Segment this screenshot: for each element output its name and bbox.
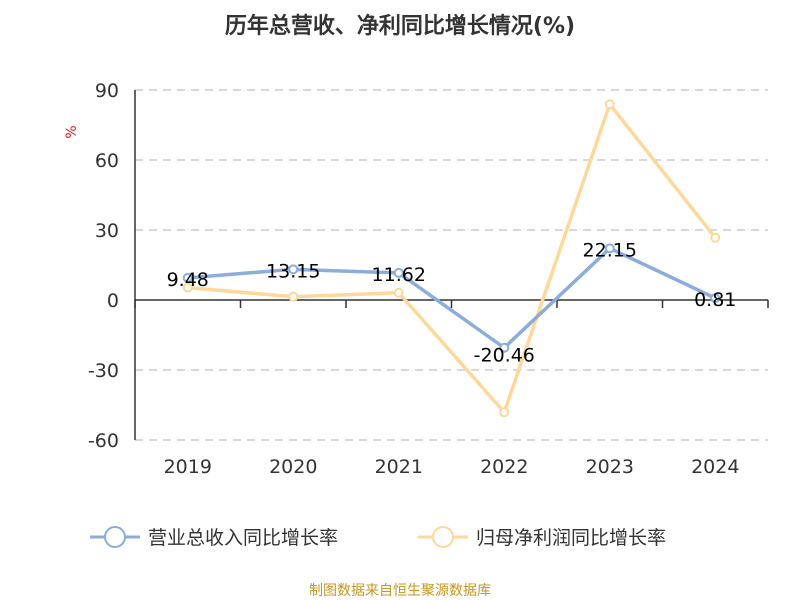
y-tick-label: 30 — [95, 220, 119, 242]
data-point — [393, 287, 404, 298]
legend-label: 归母净利润同比增长率 — [476, 527, 666, 549]
data-point — [604, 99, 615, 110]
y-tick-label: -30 — [88, 360, 119, 382]
data-label: 0.81 — [694, 289, 736, 311]
x-tick-label: 2022 — [480, 456, 528, 478]
legend-label: 营业总收入同比增长率 — [148, 527, 338, 549]
data-label: -20.46 — [474, 345, 535, 367]
data-point — [288, 291, 299, 302]
y-tick-label: -60 — [88, 430, 119, 452]
x-tick-label: 2023 — [586, 456, 634, 478]
data-label: 9.48 — [167, 269, 209, 291]
y-axis-label: % — [64, 125, 80, 138]
data-point — [499, 407, 510, 418]
data-source: 制图数据来自恒生聚源数据库 — [309, 583, 491, 599]
series-line-1 — [187, 246, 716, 350]
legend-marker — [432, 526, 454, 548]
data-label: 13.15 — [266, 260, 320, 282]
series-line-2 — [187, 102, 717, 414]
data-point — [710, 293, 721, 304]
data-point — [182, 272, 193, 283]
chart-title: 历年总营收、净利同比增长情况(%) — [225, 13, 575, 39]
data-label: 11.62 — [372, 264, 426, 286]
x-tick-label: 2021 — [375, 456, 423, 478]
y-tick-label: 60 — [95, 150, 119, 172]
y-tick-label: 0 — [107, 290, 119, 312]
legend-marker — [104, 526, 126, 548]
data-point — [393, 267, 404, 278]
x-tick-label: 2020 — [269, 456, 317, 478]
data-point — [604, 243, 615, 254]
data-point — [182, 282, 193, 293]
data-point — [288, 264, 299, 275]
data-label: 22.15 — [583, 239, 637, 261]
x-tick-label: 2019 — [164, 456, 212, 478]
data-point — [499, 342, 510, 353]
y-tick-label: 90 — [95, 80, 119, 102]
data-point — [710, 232, 721, 243]
x-tick-label: 2024 — [691, 456, 739, 478]
